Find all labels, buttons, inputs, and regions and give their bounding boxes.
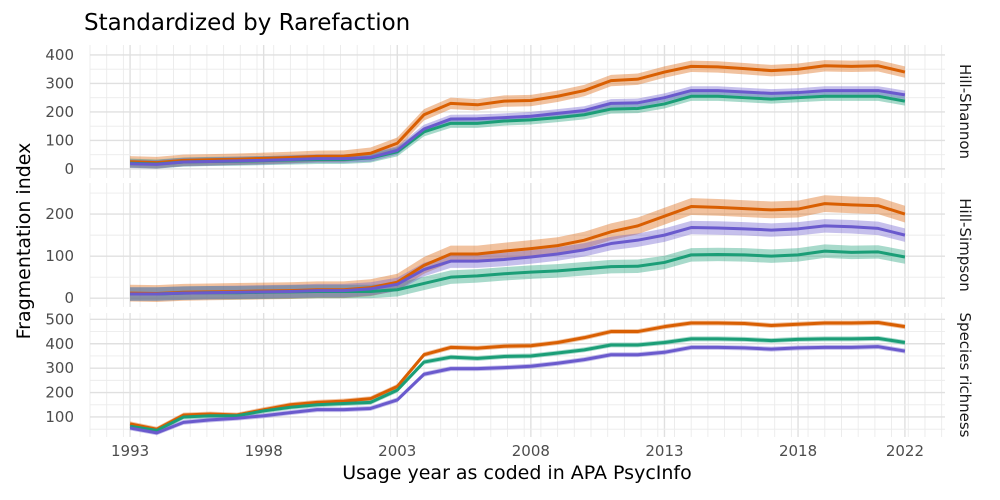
y-tick-label: 200	[45, 205, 74, 223]
confidence-band	[130, 60, 905, 169]
series-line	[129, 345, 906, 435]
x-tick-label: 2022	[886, 442, 924, 460]
y-tick-label: 300	[45, 74, 74, 92]
chart-title: Standardized by Rarefaction	[84, 10, 410, 36]
confidence-band	[130, 219, 905, 301]
x-axis-label: Usage year as coded in APA PsycInfo	[342, 462, 691, 484]
y-tick-label: 500	[45, 310, 74, 328]
y-axis-label: Fragmentation index	[13, 143, 35, 340]
facet-panel-0: 0 100 200 300 400 Hill-Shannon	[45, 45, 974, 178]
facet-panel-2: 100 200 300 400 500 Species richness	[45, 310, 974, 437]
x-tick-label: 2003	[378, 442, 416, 460]
series-line	[130, 89, 906, 166]
series-line	[129, 336, 906, 432]
y-tick-label: 100	[45, 408, 74, 426]
facet-strip-label: Hill-Shannon	[956, 64, 974, 159]
facet-strip-label: Hill-Simpson	[956, 198, 974, 292]
series-line	[130, 64, 906, 165]
series-line	[130, 224, 906, 296]
y-tick-label: 200	[45, 384, 74, 402]
y-tick-label: 0	[64, 160, 74, 178]
x-tick-label: 2013	[645, 442, 683, 460]
y-tick-label: 400	[45, 335, 74, 353]
y-tick-label: 100	[45, 247, 74, 265]
y-tick-label: 400	[45, 46, 74, 64]
facet-strip: Species richness	[956, 313, 974, 438]
y-tick-label: 100	[45, 131, 74, 149]
facet-strip-label: Species richness	[956, 313, 974, 438]
x-tick-label: 1993	[111, 442, 149, 460]
facet-panel-1: 0 100 200 Hill-Simpson	[45, 183, 974, 307]
y-tick-label: 200	[45, 103, 74, 121]
x-tick-label: 2018	[779, 442, 817, 460]
y-tick-label: 0	[64, 289, 74, 307]
y-tick-label: 300	[45, 359, 74, 377]
x-tick-label: 1998	[245, 442, 283, 460]
x-tick-label: 2008	[512, 442, 550, 460]
